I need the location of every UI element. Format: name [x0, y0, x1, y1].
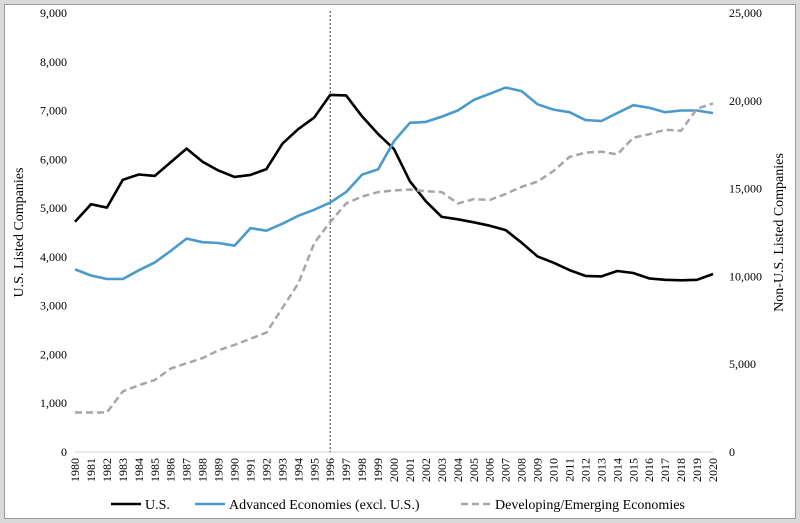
left-axis-tick-labels: 0 1,000 2,000 3,000 4,000 5,000 6,000 7,000 8,00…: [40, 6, 67, 459]
left-tick-label: 5,000: [40, 201, 67, 215]
left-tick-label: 0: [61, 445, 67, 459]
x-tick-label: 2020: [706, 458, 720, 482]
left-tick-label: 9,000: [40, 6, 67, 20]
x-tick-label: 1986: [164, 458, 178, 482]
x-tick-label: 2005: [467, 458, 481, 482]
x-tick-label: 1993: [275, 458, 289, 482]
x-tick-label: 1999: [371, 458, 385, 482]
x-tick-label: 2013: [594, 458, 608, 482]
x-tick-label: 1989: [212, 458, 226, 482]
x-tick-label: 1985: [148, 458, 162, 482]
x-tick-label: 2011: [562, 458, 576, 482]
series-line-0: [74, 93, 714, 282]
series-line-2: [75, 102, 714, 414]
x-tick-label: 1981: [84, 458, 98, 482]
x-tick-label: 2001: [403, 458, 417, 482]
x-tick-label: 2014: [610, 458, 624, 482]
legend-label: Developing/Emerging Economies: [495, 498, 685, 513]
x-tick-label: 2019: [690, 458, 704, 482]
series-line-1: [74, 86, 714, 281]
x-tick-label: 2004: [451, 458, 465, 482]
right-axis-label: Non-U.S. Listed Companies: [772, 153, 787, 312]
right-tick-label: 20,000: [729, 94, 762, 108]
x-tick-label: 1982: [100, 458, 114, 482]
left-axis-label: U.S. Listed Companies: [12, 168, 27, 298]
x-tick-label: 2010: [547, 458, 561, 482]
right-tick-label: 0: [729, 445, 735, 459]
x-tick-label: 1984: [132, 458, 146, 482]
x-axis-tick-labels: 1980 1981 1982 1983 1984 1985 1986 1987 1988 1989…: [68, 458, 720, 482]
x-tick-label: 2002: [419, 458, 433, 482]
left-tick-label: 8,000: [40, 55, 67, 69]
x-tick-label: 2009: [531, 458, 545, 482]
right-axis-tick-labels: 0 5,000 10,000 15,000 20,000 25,000: [729, 6, 762, 459]
right-tick-label: 5,000: [729, 357, 756, 371]
x-tick-label: 2006: [483, 458, 497, 482]
x-tick-label: 2012: [578, 458, 592, 482]
x-tick-label: 2015: [626, 458, 640, 482]
x-tick-label: 1980: [68, 458, 82, 482]
left-tick-label: 6,000: [40, 152, 67, 166]
x-tick-label: 1998: [355, 458, 369, 482]
x-tick-label: 1988: [196, 458, 210, 482]
x-tick-label: 1983: [116, 458, 130, 482]
x-tick-label: 2008: [515, 458, 529, 482]
legend-label: U.S.: [145, 498, 170, 513]
x-tick-label: 1991: [243, 458, 257, 482]
x-tick-label: 1987: [180, 458, 194, 482]
x-tick-label: 1996: [323, 458, 337, 482]
right-tick-label: 15,000: [729, 182, 762, 196]
x-tick-label: 1992: [259, 458, 273, 482]
x-tick-label: 2000: [387, 458, 401, 482]
legend: U.S. Advanced Economies (excl. U.S.) Devel…: [111, 498, 685, 513]
x-tick-label: 1995: [307, 458, 321, 482]
x-tick-label: 2007: [499, 458, 513, 482]
legend-label: Advanced Economies (excl. U.S.): [229, 498, 420, 513]
left-tick-label: 7,000: [40, 104, 67, 118]
x-tick-label: 2016: [642, 458, 656, 482]
left-tick-label: 3,000: [40, 299, 67, 313]
left-tick-label: 2,000: [40, 347, 67, 361]
left-tick-label: 1,000: [40, 396, 67, 410]
line-chart: 0 1,000 2,000 3,000 4,000 5,000 6,000 7,000 8,00…: [12, 6, 787, 513]
chart-frame: 0 1,000 2,000 3,000 4,000 5,000 6,000 7,000 8,00…: [4, 4, 796, 519]
x-tick-label: 1997: [339, 458, 353, 482]
right-tick-label: 25,000: [729, 6, 762, 20]
x-tick-label: 1990: [228, 458, 242, 482]
right-tick-label: 10,000: [729, 269, 762, 283]
left-tick-label: 4,000: [40, 250, 67, 264]
x-tick-label: 2018: [674, 458, 688, 482]
x-tick-label: 2017: [658, 458, 672, 482]
x-tick-label: 1994: [291, 458, 305, 482]
series-lines: [74, 86, 714, 414]
x-tick-label: 2003: [435, 458, 449, 482]
